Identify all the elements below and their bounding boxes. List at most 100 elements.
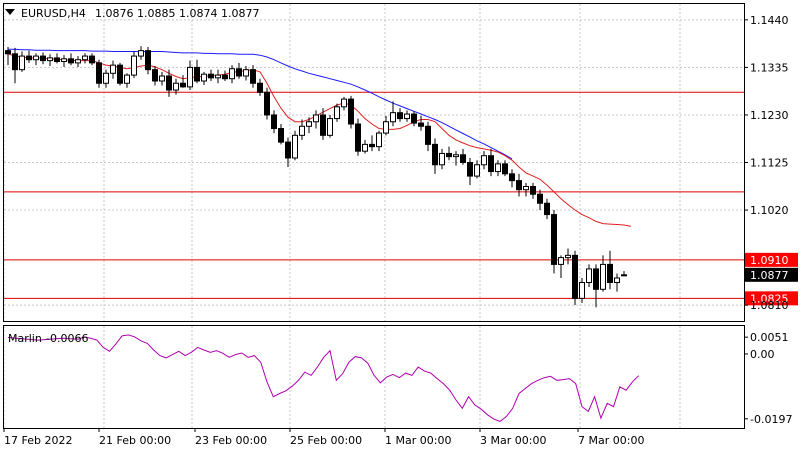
candle-body [159, 75, 165, 82]
oscillator-tick-label: 0.00 [750, 348, 775, 361]
candle-body [12, 53, 18, 71]
time-tick-label: 1 Mar 00:00 [385, 434, 451, 447]
candle-body [40, 55, 46, 62]
candle-body [579, 282, 585, 299]
candle-body [180, 82, 186, 88]
candle-body [285, 141, 291, 159]
candle-body [320, 114, 326, 136]
candle-body [600, 263, 606, 290]
price-tick-label: 1.1335 [750, 61, 789, 74]
candle-body [460, 154, 466, 163]
candle-body [404, 113, 410, 120]
candle-body [537, 193, 543, 204]
candle-body [124, 74, 130, 84]
candle-body [250, 69, 256, 84]
candle-body [481, 155, 487, 166]
candle-body [411, 113, 417, 124]
time-tick-label: 23 Feb 00:00 [195, 434, 267, 447]
candle-body [131, 55, 137, 76]
candle-body [418, 122, 424, 127]
candle-body [19, 55, 25, 71]
candle-body [264, 91, 270, 116]
candle-body [173, 82, 179, 91]
candle-body [530, 186, 536, 195]
candle-body [82, 55, 88, 61]
candle-body [215, 74, 221, 79]
candle-body [236, 68, 242, 77]
candle-body [544, 202, 550, 216]
candle-body [96, 62, 102, 84]
candle-body [75, 59, 81, 64]
candle-body [551, 214, 557, 265]
candle-body [348, 98, 354, 125]
candle-body [201, 73, 207, 82]
price-tick-label: 1.1440 [750, 14, 789, 27]
horizontal-levels [4, 91, 744, 299]
level-price-label-bg [745, 291, 798, 306]
current-price-label: 1.0877 [750, 269, 789, 282]
oscillator-panel [7, 334, 640, 422]
candle-body [61, 58, 67, 63]
time-axis: 17 Feb 2022 21 Feb 00:00 23 Feb 00:00 25 Fe… [3, 428, 644, 447]
candle-body [621, 274, 627, 277]
candle-body [523, 186, 529, 191]
oscillator-panel-border [3, 325, 745, 429]
candle-body [383, 121, 389, 134]
chart-ohlc: 1.0876 1.0885 1.0874 1.0877 [95, 7, 259, 20]
candle-body [117, 64, 123, 84]
slow-moving-average [8, 48, 513, 160]
candle-body [467, 162, 473, 177]
candle-body [614, 277, 620, 284]
grid-lines [3, 4, 744, 428]
level-price-label-bg [745, 252, 798, 267]
candle-body [593, 268, 599, 290]
candle-body [194, 66, 200, 82]
candle-body [376, 132, 382, 148]
candle-body [26, 55, 32, 61]
dropdown-triangle-icon[interactable] [5, 9, 15, 15]
oscillator-axis: 0.0051 0.00 -0.0197 [744, 331, 792, 426]
candle-body [565, 254, 571, 259]
candle-body [138, 50, 144, 57]
candle-body [229, 68, 235, 80]
candle-body [47, 57, 53, 62]
candle-body [390, 112, 396, 123]
candle-body [474, 164, 480, 177]
oscillator-tick-label: -0.0197 [750, 413, 792, 426]
candle-body [208, 73, 214, 79]
current-price-label-bg [745, 267, 798, 282]
marlin-line [7, 334, 640, 422]
candle-body [488, 155, 494, 173]
price-tick-label: 1.1020 [750, 204, 789, 217]
candle-body [362, 143, 368, 152]
candle-body [586, 268, 592, 284]
indicator-value: -0.0066 [46, 332, 88, 345]
candle-body [103, 72, 109, 84]
candle-body [145, 50, 151, 71]
price-tick-label: 1.1125 [750, 157, 789, 170]
candle-body [341, 98, 347, 108]
candle-body [369, 143, 375, 148]
oscillator-tick-label: 0.0051 [750, 331, 789, 344]
slow-ma-line [8, 48, 513, 160]
candle-body [439, 152, 445, 166]
candle-body [54, 57, 60, 63]
candle-body [432, 143, 438, 166]
candle-body [516, 180, 522, 191]
level-price-label: 1.0825 [750, 292, 789, 305]
indicator-name: Marlin [8, 332, 42, 345]
candle-body [292, 134, 298, 159]
candle-body [607, 263, 613, 284]
candle-body [222, 74, 228, 80]
candle-body [453, 154, 459, 158]
candle-body [306, 121, 312, 127]
candle-body [166, 75, 172, 91]
candle-body [572, 254, 578, 299]
time-tick-label: 21 Feb 00:00 [99, 434, 171, 447]
time-tick-label: 7 Mar 00:00 [578, 434, 644, 447]
candle-body [5, 50, 11, 55]
candle-body [397, 112, 403, 120]
chart-symbol: EURUSD,H4 [21, 7, 86, 20]
candle-body [334, 106, 340, 120]
